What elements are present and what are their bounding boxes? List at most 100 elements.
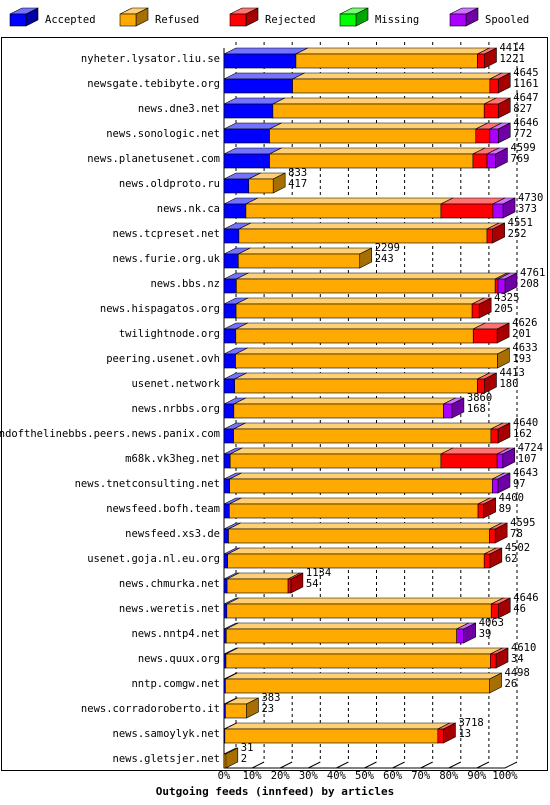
accepted-label: 193	[512, 353, 531, 365]
bar-segment	[443, 397, 465, 419]
x-tick-label: 20%	[271, 770, 291, 782]
face-front	[223, 203, 247, 219]
bar-segment	[236, 272, 508, 294]
bar-segment	[456, 622, 476, 644]
bar-segment	[490, 597, 511, 619]
face-front	[223, 428, 234, 444]
face-top	[226, 572, 301, 580]
x-tick-label: 100%	[492, 770, 518, 782]
category-label: usenet.goja.nl.eu.org	[87, 553, 220, 565]
face-top	[227, 547, 497, 555]
face-front	[223, 478, 230, 494]
face-front	[225, 678, 490, 694]
category-label: news.sonologic.net	[106, 128, 220, 140]
face-front	[119, 13, 137, 27]
x-tick-label: 60%	[383, 770, 403, 782]
face-front	[475, 128, 491, 144]
accepted-label: 89	[499, 503, 512, 515]
total-label: 4599	[510, 142, 535, 154]
x-tick-label: 50%	[355, 770, 375, 782]
x-tick	[251, 761, 265, 769]
face-top	[228, 522, 502, 530]
bar-segment	[489, 522, 508, 544]
face-front	[492, 203, 504, 219]
face-front	[486, 228, 493, 244]
total-label: 4498	[505, 667, 530, 679]
face-front	[440, 453, 498, 469]
face-front	[223, 453, 231, 469]
total-label: 4400	[499, 492, 524, 504]
accepted-label: 180	[499, 378, 518, 390]
x-tick	[420, 761, 433, 769]
bar-segment	[269, 122, 489, 144]
bar-segment	[497, 272, 518, 294]
face-front	[235, 303, 473, 319]
face-front	[223, 153, 270, 169]
face-top	[238, 222, 500, 230]
face-front	[223, 228, 240, 244]
bar-segment	[272, 97, 497, 119]
face-front	[483, 553, 491, 569]
face-front	[225, 628, 457, 644]
face-front	[497, 278, 506, 294]
total-label: 1134	[306, 567, 331, 579]
face-front	[223, 628, 227, 644]
face-top	[223, 47, 309, 55]
accepted-label: 107	[518, 453, 537, 465]
legend-swatch	[339, 7, 369, 27]
face-top	[226, 597, 504, 605]
legend-swatch	[449, 7, 479, 27]
face-front	[492, 478, 499, 494]
x-tick	[448, 761, 462, 769]
face-front	[245, 203, 442, 219]
face-front	[223, 378, 235, 394]
bar-segment	[238, 247, 373, 269]
face-front	[225, 653, 491, 669]
category-label: news.gletsjer.net	[113, 753, 220, 765]
face-front	[227, 553, 485, 569]
category-label: newsgate.tebibyte.org	[87, 78, 220, 90]
bar-segment	[492, 197, 516, 219]
x-tick-label: 10%	[243, 770, 263, 782]
face-front	[225, 703, 247, 719]
face-front	[9, 13, 27, 27]
face-top	[235, 322, 486, 330]
face-front	[471, 303, 480, 319]
total-label: 4063	[479, 617, 504, 629]
bar-segment	[292, 72, 503, 94]
face-front	[443, 403, 453, 419]
face-front	[233, 428, 492, 444]
bar-segment	[229, 447, 454, 469]
face-top	[295, 47, 490, 55]
x-tick-label: 30%	[299, 770, 319, 782]
bar-segment	[233, 397, 456, 419]
face-front	[223, 503, 230, 519]
total-label: 4626	[512, 317, 537, 329]
bar-segment	[471, 297, 492, 319]
face-front	[223, 578, 228, 594]
face-top	[238, 247, 372, 255]
bar-segment	[489, 122, 511, 144]
total-label: 4724	[518, 442, 543, 454]
bar-segment	[248, 172, 286, 194]
face-front	[223, 278, 237, 294]
total-label: 3860	[467, 392, 492, 404]
bar-segment	[245, 197, 454, 219]
legend-swatch	[119, 7, 149, 27]
face-front	[494, 278, 499, 294]
face-front	[269, 128, 477, 144]
category-label: news.dne3.net	[138, 103, 220, 115]
category-label: news.nrbbs.org	[131, 403, 220, 415]
x-tick	[364, 761, 377, 769]
face-front	[456, 628, 464, 644]
chart-title: Outgoing feeds (innfeed) by articles	[156, 785, 394, 798]
x-tick	[279, 761, 293, 769]
face-top	[224, 722, 450, 730]
face-front	[223, 753, 227, 769]
face-front	[295, 53, 478, 69]
x-tick-label: 70%	[411, 770, 431, 782]
total-label: 4647	[513, 92, 538, 104]
total-label: 4730	[518, 192, 543, 204]
face-front	[490, 428, 499, 444]
bar-segment	[225, 647, 503, 669]
